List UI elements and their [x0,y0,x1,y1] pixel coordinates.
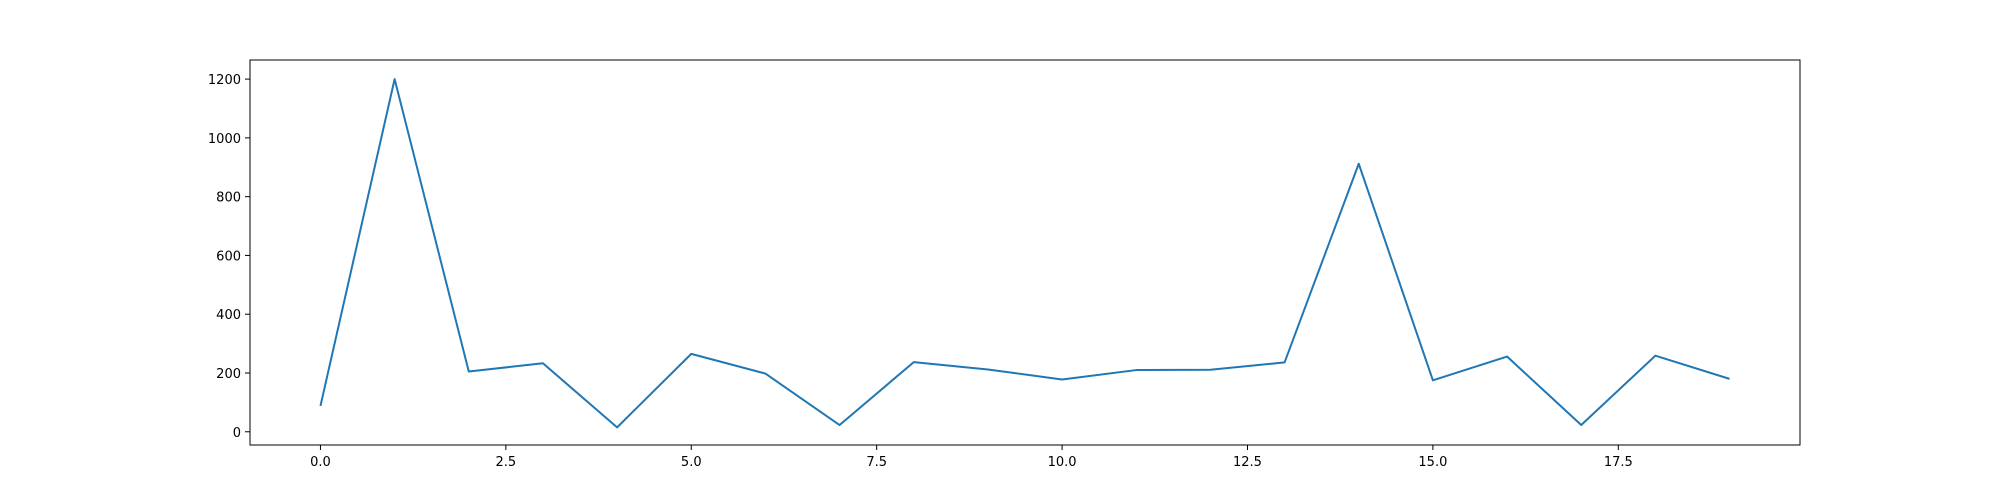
series-layer [319,78,1730,429]
x-tick-label: 0.0 [310,455,331,470]
y-tick-label: 200 [216,367,241,382]
series-line [319,78,1730,429]
x-tick-label: 2.5 [496,455,517,470]
y-tick-label: 600 [216,249,241,264]
y-axis: 0 200 400 600 800 1000 1200 [208,73,250,441]
x-tick-label: 15.0 [1418,455,1447,470]
plot-frame [249,59,1801,446]
x-tick-label: 10.0 [1048,455,1077,470]
y-tick-label: 1200 [208,73,241,88]
y-tick-label: 1000 [208,132,241,147]
y-tick-label: 400 [216,308,241,323]
x-tick-label: 12.5 [1233,455,1262,470]
x-tick-label: 17.5 [1604,455,1633,470]
x-tick-label: 5.0 [681,455,702,470]
y-tick-label: 800 [216,191,241,206]
x-tick-label: 7.5 [866,455,887,470]
x-axis: 0.0 2.5 5.0 7.5 10.0 12.5 15.0 17.5 [310,445,1633,470]
y-tick-label: 0 [233,426,241,441]
